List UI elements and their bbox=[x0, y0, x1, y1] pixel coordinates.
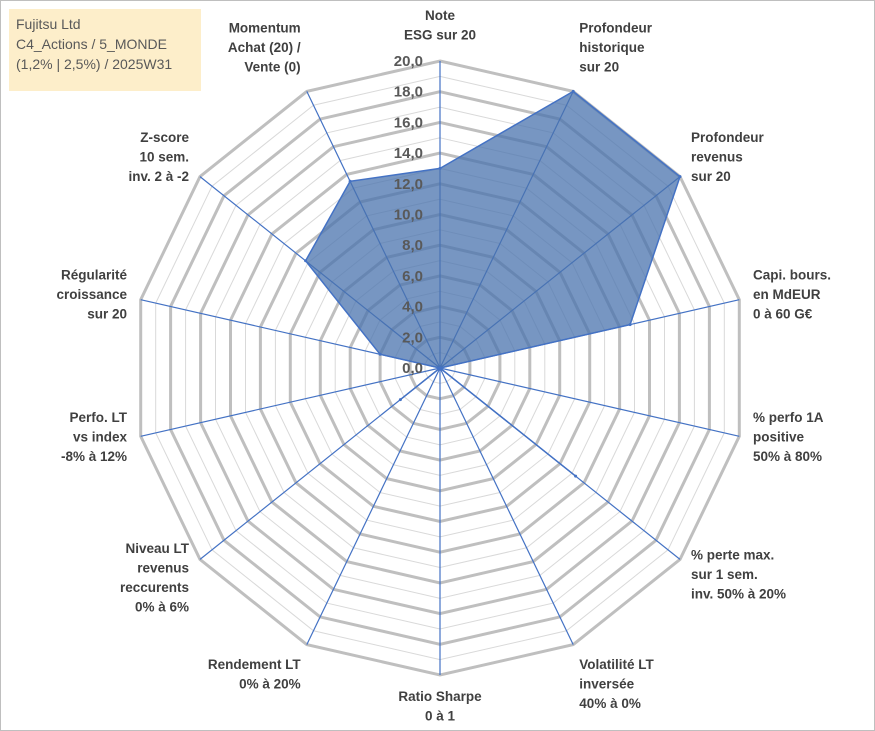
category-label: Niveau LT revenus reccurents 0% à 6% bbox=[120, 541, 190, 615]
data-point bbox=[378, 352, 382, 356]
category-label: Capi. bours. en MdEUR 0 à 60 G€ bbox=[753, 267, 831, 321]
data-point bbox=[438, 366, 442, 370]
data-point bbox=[438, 166, 442, 170]
data-point bbox=[628, 323, 632, 327]
tick-label: 10,0 bbox=[394, 207, 423, 224]
category-label: Régularité croissance sur 20 bbox=[56, 267, 127, 321]
data-point bbox=[574, 474, 578, 478]
category-label: Profondeur revenus sur 20 bbox=[691, 130, 764, 184]
tick-label: 6,0 bbox=[402, 268, 423, 285]
portfolio-label: C4_Actions / 5_MONDE bbox=[16, 36, 167, 52]
category-label: Rendement LT 0% à 20% bbox=[208, 657, 302, 692]
tick-label: 16,0 bbox=[394, 114, 423, 131]
axis-spoke bbox=[439, 367, 574, 645]
tick-label: 0,0 bbox=[402, 360, 423, 377]
radar-category-labels: Note ESG sur 20 Profondeur historique sur 20… bbox=[56, 8, 831, 724]
data-point bbox=[304, 259, 308, 263]
period-label: (1,2% | 2,5%) / 2025W31 bbox=[16, 56, 173, 72]
tick-label: 12,0 bbox=[394, 176, 423, 193]
data-point bbox=[571, 89, 575, 93]
category-label: Perfo. LT vs index -8% à 12% bbox=[61, 410, 128, 464]
series-area bbox=[304, 90, 681, 477]
tick-label: 20,0 bbox=[394, 53, 423, 70]
category-label: Z-score 10 sem. inv. 2 à -2 bbox=[128, 130, 189, 184]
category-label: % perfo 1A positive 50% à 80% bbox=[753, 410, 824, 464]
data-point bbox=[678, 175, 682, 179]
category-label: Note ESG sur 20 bbox=[404, 8, 476, 43]
tick-label: 14,0 bbox=[394, 145, 423, 162]
axis-spoke bbox=[439, 367, 740, 437]
tick-label: 8,0 bbox=[402, 237, 423, 254]
info-box: Fujitsu Ltd C4_Actions / 5_MONDE (1,2% |… bbox=[9, 9, 201, 91]
axis-spoke bbox=[306, 367, 441, 645]
tick-label: 2,0 bbox=[402, 329, 423, 346]
radar-series bbox=[304, 89, 682, 478]
category-label: Momentum Achat (20) / Vente (0) bbox=[228, 20, 301, 74]
data-point bbox=[348, 179, 352, 183]
category-label: Volatilité LT inversée 40% à 0% bbox=[579, 657, 654, 711]
category-label: Ratio Sharpe 0 à 1 bbox=[398, 689, 482, 724]
tick-label: 4,0 bbox=[402, 299, 423, 316]
radar-tick-labels: 0,0 2,0 4,0 6,0 8,0 10,0 12,0 14,0 16,0 18,0 20,0 bbox=[394, 53, 423, 377]
category-label: Profondeur historique sur 20 bbox=[579, 20, 652, 74]
axis-spoke bbox=[140, 367, 441, 437]
tick-label: 18,0 bbox=[394, 84, 423, 101]
company-name: Fujitsu Ltd bbox=[16, 16, 81, 32]
category-label: % perte max. sur 1 sem. inv. 50% à 20% bbox=[691, 548, 786, 602]
data-point bbox=[398, 398, 402, 402]
